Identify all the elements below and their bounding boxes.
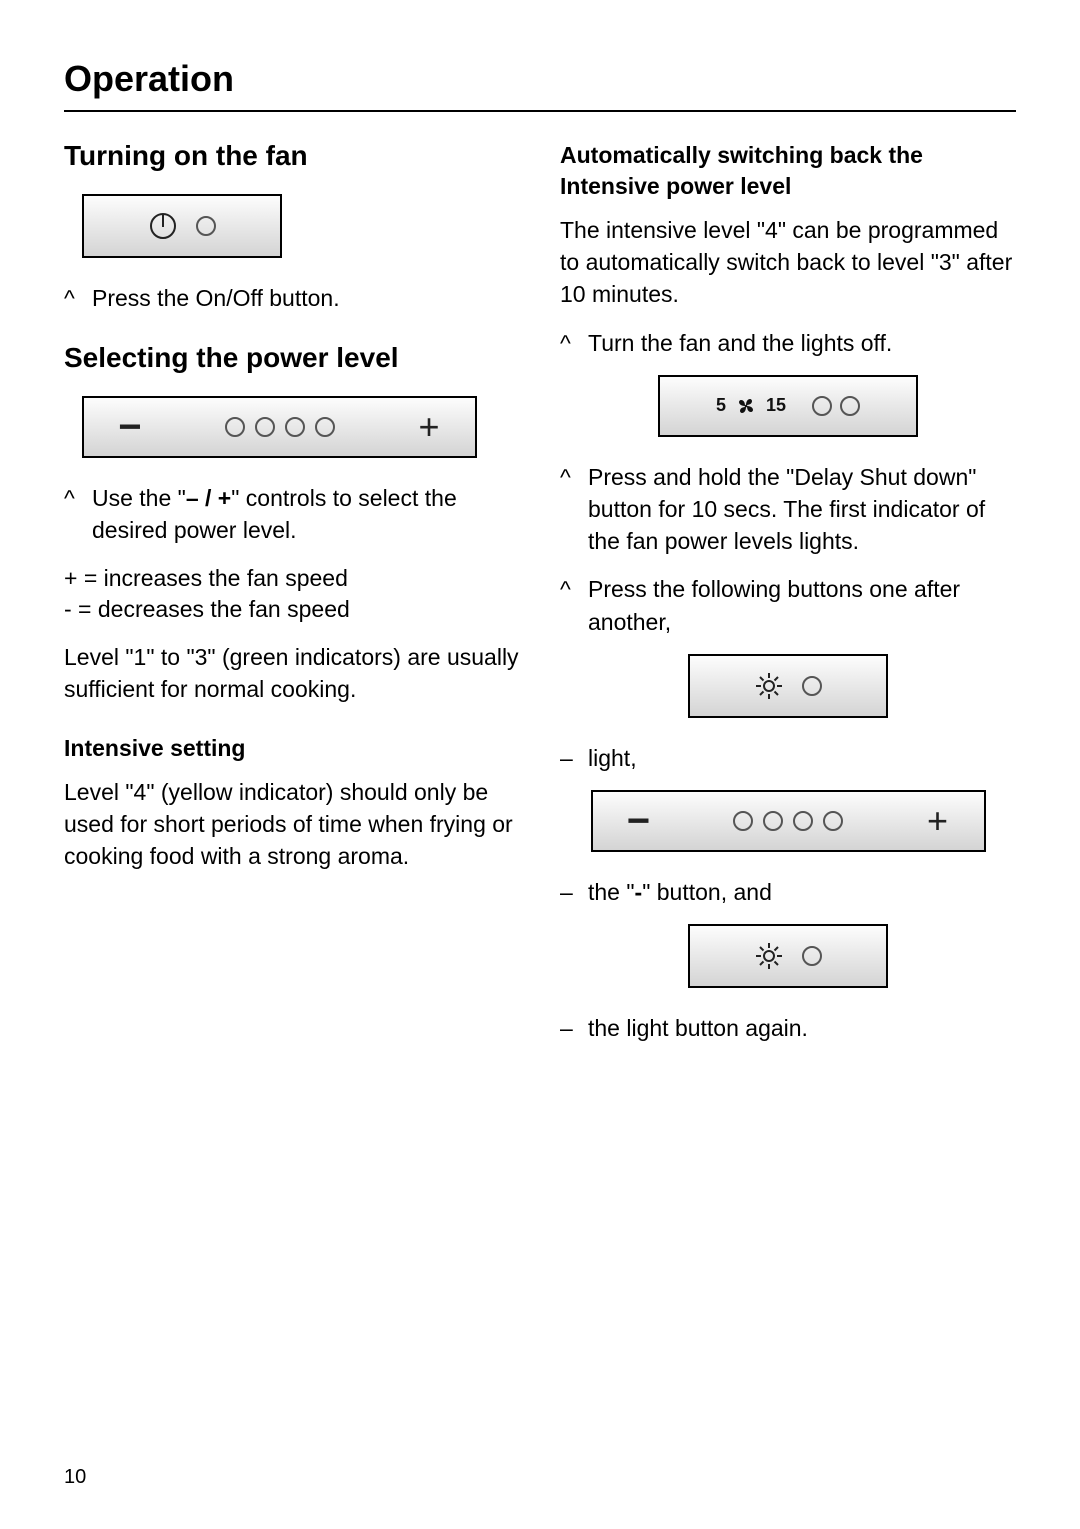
- minus-icon: −: [110, 407, 150, 447]
- step-text: Press the On/Off button.: [92, 282, 520, 314]
- power-level-panel: − +: [82, 396, 477, 458]
- led-indicator-icon: [285, 417, 305, 437]
- led-indicator-icon: [225, 417, 245, 437]
- onoff-panel: [82, 194, 282, 258]
- auto-body: The intensive level "4" can be programme…: [560, 214, 1016, 311]
- minus-explain: - = decreases the fan speed: [64, 594, 520, 625]
- plus-icon: +: [918, 803, 958, 839]
- heading-selecting-power: Selecting the power level: [64, 342, 520, 374]
- led-indicator-icon: [823, 811, 843, 831]
- step-press-following: ^ Press the following buttons one after …: [560, 573, 1016, 637]
- right-column: Automatically switching back the Intensi…: [560, 140, 1016, 1060]
- led-indicator-icon: [733, 811, 753, 831]
- led-indicator-icon: [196, 216, 216, 236]
- title-divider: [64, 110, 1016, 112]
- step-text: Use the "– / +" controls to select the d…: [92, 482, 520, 546]
- dash-icon: –: [560, 876, 588, 908]
- plus-explain: + = increases the fan speed: [64, 563, 520, 594]
- digit-15: 15: [766, 395, 786, 416]
- dash-text: light,: [588, 742, 1016, 774]
- level-13-note: Level "1" to "3" (green indicators) are …: [64, 641, 520, 705]
- dash-light-again: – the light button again.: [560, 1012, 1016, 1044]
- page: Operation Turning on the fan ^ Press the…: [0, 0, 1080, 1529]
- plus-icon: +: [409, 409, 449, 445]
- digit-5: 5: [716, 395, 726, 416]
- caret-icon: ^: [64, 482, 92, 546]
- figure-power-panel: − +: [64, 396, 520, 458]
- led-indicator-icon: [763, 811, 783, 831]
- page-title: Operation: [64, 58, 1016, 100]
- figure-light-panel-2: [560, 924, 1016, 988]
- caret-icon: ^: [560, 573, 588, 637]
- led-indicator-icon: [812, 396, 832, 416]
- caret-icon: ^: [64, 282, 92, 314]
- figure-delay-panel: 5 15: [560, 375, 1016, 437]
- led-row: [225, 417, 335, 437]
- power-level-panel: − +: [591, 790, 986, 852]
- text-frag: Use the ": [92, 485, 186, 511]
- fan-icon: [734, 394, 758, 418]
- heading-turning-on-fan: Turning on the fan: [64, 140, 520, 172]
- heading-intensive-setting: Intensive setting: [64, 733, 520, 764]
- dash-icon: –: [560, 1012, 588, 1044]
- light-icon: [754, 941, 784, 971]
- text-frag: " button, and: [642, 879, 772, 905]
- dash-minus-button: – the "-" button, and: [560, 876, 1016, 908]
- heading-auto-switchback: Automatically switching back the Intensi…: [560, 140, 1016, 202]
- intensive-body: Level "4" (yellow indicator) should only…: [64, 776, 520, 873]
- step-text: Press the following buttons one after an…: [588, 573, 1016, 637]
- dash-text: the "-" button, and: [588, 876, 1016, 908]
- power-icon: [148, 211, 178, 241]
- minus-icon: −: [619, 801, 659, 841]
- text-frag: the ": [588, 879, 635, 905]
- step-hold-delay: ^ Press and hold the "Delay Shut down" b…: [560, 461, 1016, 558]
- figure-power-panel-2: − +: [560, 790, 1016, 852]
- left-column: Turning on the fan ^ Press the On/Off bu…: [64, 140, 520, 1060]
- figure-onoff-panel: [64, 194, 520, 258]
- step-text: Turn the fan and the lights off.: [588, 327, 1016, 359]
- step-text: Press and hold the "Delay Shut down" but…: [588, 461, 1016, 558]
- light-panel: [688, 924, 888, 988]
- led-indicator-icon: [255, 417, 275, 437]
- dash-text: the light button again.: [588, 1012, 1016, 1044]
- led-indicator-icon: [802, 676, 822, 696]
- caret-icon: ^: [560, 327, 588, 359]
- step-turn-off: ^ Turn the fan and the lights off.: [560, 327, 1016, 359]
- delay-shutdown-panel: 5 15: [658, 375, 918, 437]
- two-column-layout: Turning on the fan ^ Press the On/Off bu…: [64, 140, 1016, 1060]
- led-indicator-icon: [840, 396, 860, 416]
- step-press-onoff: ^ Press the On/Off button.: [64, 282, 520, 314]
- caret-icon: ^: [560, 461, 588, 558]
- dash-light: – light,: [560, 742, 1016, 774]
- led-indicator-icon: [802, 946, 822, 966]
- light-panel: [688, 654, 888, 718]
- figure-light-panel-1: [560, 654, 1016, 718]
- step-use-controls: ^ Use the "– / +" controls to select the…: [64, 482, 520, 546]
- light-icon: [754, 671, 784, 701]
- dash-icon: –: [560, 742, 588, 774]
- led-indicator-icon: [793, 811, 813, 831]
- led-indicator-icon: [315, 417, 335, 437]
- text-frag-bold: – / +: [186, 485, 231, 511]
- led-row: [733, 811, 843, 831]
- page-number: 10: [64, 1466, 86, 1489]
